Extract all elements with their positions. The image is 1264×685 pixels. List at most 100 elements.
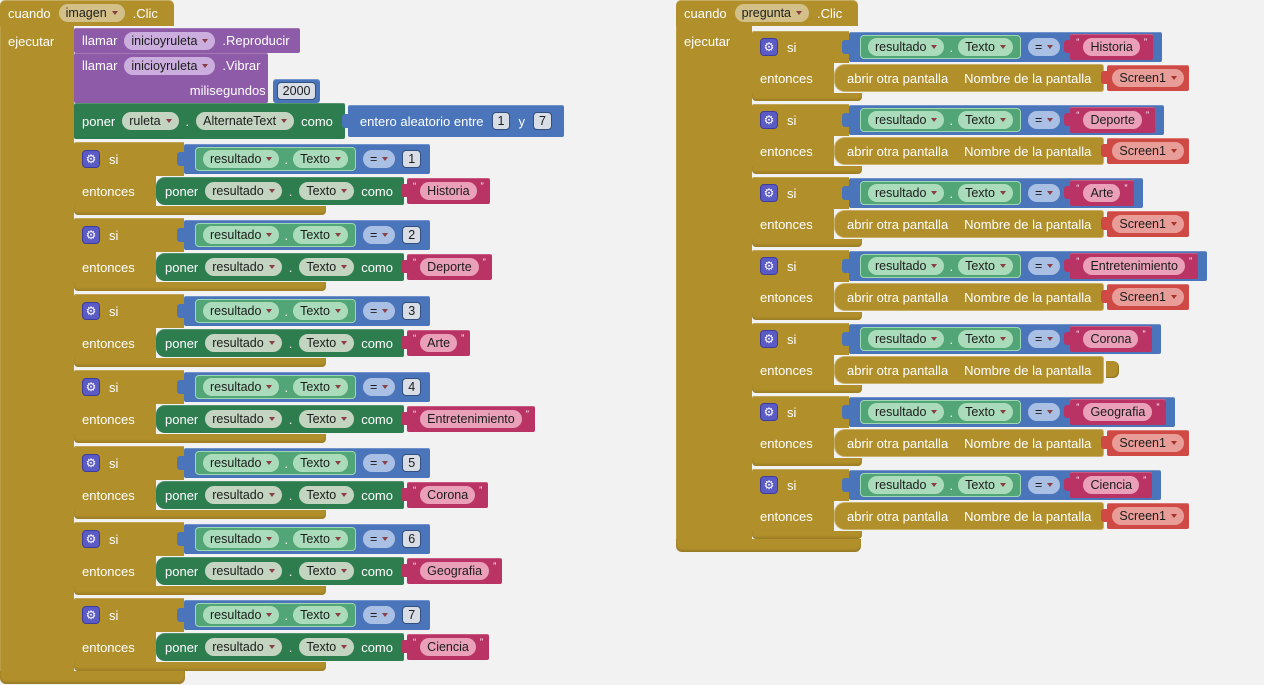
property-getter-block[interactable]: resultado . Texto	[195, 603, 356, 627]
property-dropdown[interactable]: Texto	[958, 403, 1013, 421]
equals-block[interactable]: resultado . Texto = “ Deporte ”	[841, 105, 1165, 135]
text-string-block[interactable]: “ Arte ”	[1064, 180, 1134, 206]
property-dropdown[interactable]: Texto	[958, 38, 1013, 56]
property-dropdown[interactable]: Texto	[293, 530, 348, 548]
screen-name-block[interactable]: Screen1	[1101, 503, 1189, 529]
property-setter-block[interactable]: poner resultado . Texto como	[156, 405, 404, 433]
mutator-gear-icon[interactable]: ⚙	[760, 184, 778, 202]
component-dropdown[interactable]: inicioyruleta	[124, 56, 216, 75]
operator-dropdown[interactable]: =	[1027, 184, 1061, 202]
number-block[interactable]: 5	[402, 454, 422, 472]
property-dropdown[interactable]: Texto	[958, 476, 1013, 494]
equals-block[interactable]: resultado . Texto = “ Corona ”	[842, 324, 1161, 354]
mutator-gear-icon[interactable]: ⚙	[82, 378, 100, 396]
equals-block[interactable]: resultado . Texto = 6	[176, 524, 431, 554]
component-dropdown[interactable]: imagen	[58, 4, 125, 22]
mutator-gear-icon[interactable]: ⚙	[82, 454, 100, 472]
component-dropdown[interactable]: resultado	[205, 334, 282, 352]
operator-dropdown[interactable]: =	[362, 226, 396, 244]
property-dropdown[interactable]: Texto	[958, 184, 1013, 202]
component-dropdown[interactable]: resultado	[203, 226, 280, 244]
property-setter-block[interactable]: poner resultado . Texto como	[156, 557, 404, 585]
component-dropdown[interactable]: inicioyruleta	[124, 31, 216, 50]
property-dropdown[interactable]: Texto	[293, 226, 348, 244]
mutator-gear-icon[interactable]: ⚙	[760, 38, 778, 56]
text-string-block[interactable]: “ Ciencia ”	[1064, 472, 1153, 498]
event-header[interactable]: cuando pregunta .Clic	[676, 0, 859, 26]
component-dropdown[interactable]: resultado	[868, 257, 945, 275]
property-setter-block[interactable]: poner resultado . Texto como	[156, 481, 404, 509]
property-dropdown[interactable]: Texto	[299, 258, 355, 276]
text-string-block[interactable]: “ Corona ”	[1064, 326, 1152, 352]
equals-block[interactable]: resultado . Texto = 2	[176, 220, 431, 250]
number-block[interactable]: 7	[402, 606, 422, 624]
component-dropdown[interactable]: resultado	[205, 486, 282, 504]
if-block[interactable]: ⚙ si resultado . Texto = “ Geografia	[752, 396, 1189, 466]
mutator-gear-icon[interactable]: ⚙	[760, 257, 778, 275]
component-dropdown[interactable]: resultado	[203, 150, 280, 168]
component-dropdown[interactable]: resultado	[868, 111, 945, 129]
property-getter-block[interactable]: resultado . Texto	[195, 375, 356, 399]
text-string-block[interactable]: “ Deporte ”	[1064, 107, 1156, 133]
if-block[interactable]: ⚙ si resultado . Texto = “ Ciencia	[752, 469, 1189, 539]
number-block[interactable]: 1	[402, 150, 422, 168]
screen-name-block[interactable]: Screen1	[1101, 138, 1189, 164]
property-dropdown[interactable]: Texto	[299, 410, 355, 428]
text-string-block[interactable]: “ Deporte ”	[401, 254, 492, 280]
property-getter-block[interactable]: resultado . Texto	[195, 299, 356, 323]
equals-block[interactable]: resultado . Texto = 7	[176, 600, 431, 630]
event-block-imagen-clic[interactable]: cuando imagen .Clic ejecutar llamar inic…	[0, 0, 564, 684]
property-dropdown[interactable]: Texto	[293, 454, 348, 472]
property-dropdown[interactable]: Texto	[958, 330, 1013, 348]
operator-dropdown[interactable]: =	[1027, 330, 1061, 348]
property-dropdown[interactable]: Texto	[293, 378, 348, 396]
text-string-block[interactable]: “ Corona ”	[400, 482, 489, 508]
property-setter-block[interactable]: poner ruleta . AlternateText como	[74, 103, 345, 139]
if-block[interactable]: ⚙ si resultado . Texto = 5 entonces	[74, 446, 489, 519]
number-block[interactable]: 2000	[272, 78, 321, 103]
number-block[interactable]: 3	[402, 302, 422, 320]
equals-block[interactable]: resultado . Texto = 1	[176, 144, 431, 174]
event-header[interactable]: cuando imagen .Clic	[0, 0, 174, 26]
operator-dropdown[interactable]: =	[362, 454, 396, 472]
call-method-block-vibrar[interactable]: llamar inicioyruleta .Vibrar milisegundo…	[74, 53, 321, 103]
if-block[interactable]: ⚙ si resultado . Texto = 4 entonces	[74, 370, 535, 443]
screen-dropdown[interactable]: Screen1	[1112, 507, 1184, 525]
mutator-gear-icon[interactable]: ⚙	[82, 530, 100, 548]
mutator-gear-icon[interactable]: ⚙	[760, 111, 778, 129]
property-dropdown[interactable]: Texto	[299, 334, 355, 352]
property-getter-block[interactable]: resultado . Texto	[860, 327, 1021, 351]
if-block[interactable]: ⚙ si resultado . Texto = “ Historia	[752, 31, 1189, 101]
operator-dropdown[interactable]: =	[362, 530, 396, 548]
property-getter-block[interactable]: resultado . Texto	[860, 181, 1021, 205]
operator-dropdown[interactable]: =	[1027, 257, 1061, 275]
operator-dropdown[interactable]: =	[1027, 403, 1061, 421]
screen-name-block[interactable]: Screen1	[1101, 65, 1189, 91]
open-screen-block[interactable]: abrir otra pantalla Nombre de la pantall…	[834, 429, 1105, 457]
equals-block[interactable]: resultado . Texto = 5	[176, 448, 431, 478]
number-block-min[interactable]: 1	[491, 112, 511, 130]
open-screen-block[interactable]: abrir otra pantalla Nombre de la pantall…	[834, 64, 1105, 92]
property-dropdown[interactable]: Texto	[958, 257, 1013, 275]
property-getter-block[interactable]: resultado . Texto	[195, 527, 356, 551]
component-dropdown[interactable]: resultado	[203, 530, 280, 548]
mutator-gear-icon[interactable]: ⚙	[82, 302, 100, 320]
property-dropdown[interactable]: Texto	[293, 150, 348, 168]
mutator-gear-icon[interactable]: ⚙	[82, 226, 100, 244]
property-setter-block[interactable]: poner resultado . Texto como	[156, 633, 404, 661]
component-dropdown[interactable]: resultado	[205, 638, 282, 656]
property-getter-block[interactable]: resultado . Texto	[195, 147, 356, 171]
screen-dropdown[interactable]: Screen1	[1112, 215, 1184, 233]
property-dropdown[interactable]: Texto	[293, 302, 348, 320]
component-dropdown[interactable]: pregunta	[734, 4, 810, 22]
screen-name-block[interactable]: Screen1	[1101, 211, 1189, 237]
operator-dropdown[interactable]: =	[362, 378, 396, 396]
property-getter-block[interactable]: resultado . Texto	[860, 400, 1021, 424]
number-block[interactable]: 6	[402, 530, 422, 548]
property-setter-block[interactable]: poner resultado . Texto como	[156, 329, 404, 357]
property-dropdown[interactable]: AlternateText	[196, 112, 295, 130]
if-block[interactable]: ⚙ si resultado . Texto = 1 entonces	[74, 142, 490, 215]
text-string-block[interactable]: “ Arte ”	[400, 330, 471, 356]
component-dropdown[interactable]: resultado	[203, 606, 280, 624]
screen-dropdown[interactable]: Screen1	[1112, 288, 1184, 306]
